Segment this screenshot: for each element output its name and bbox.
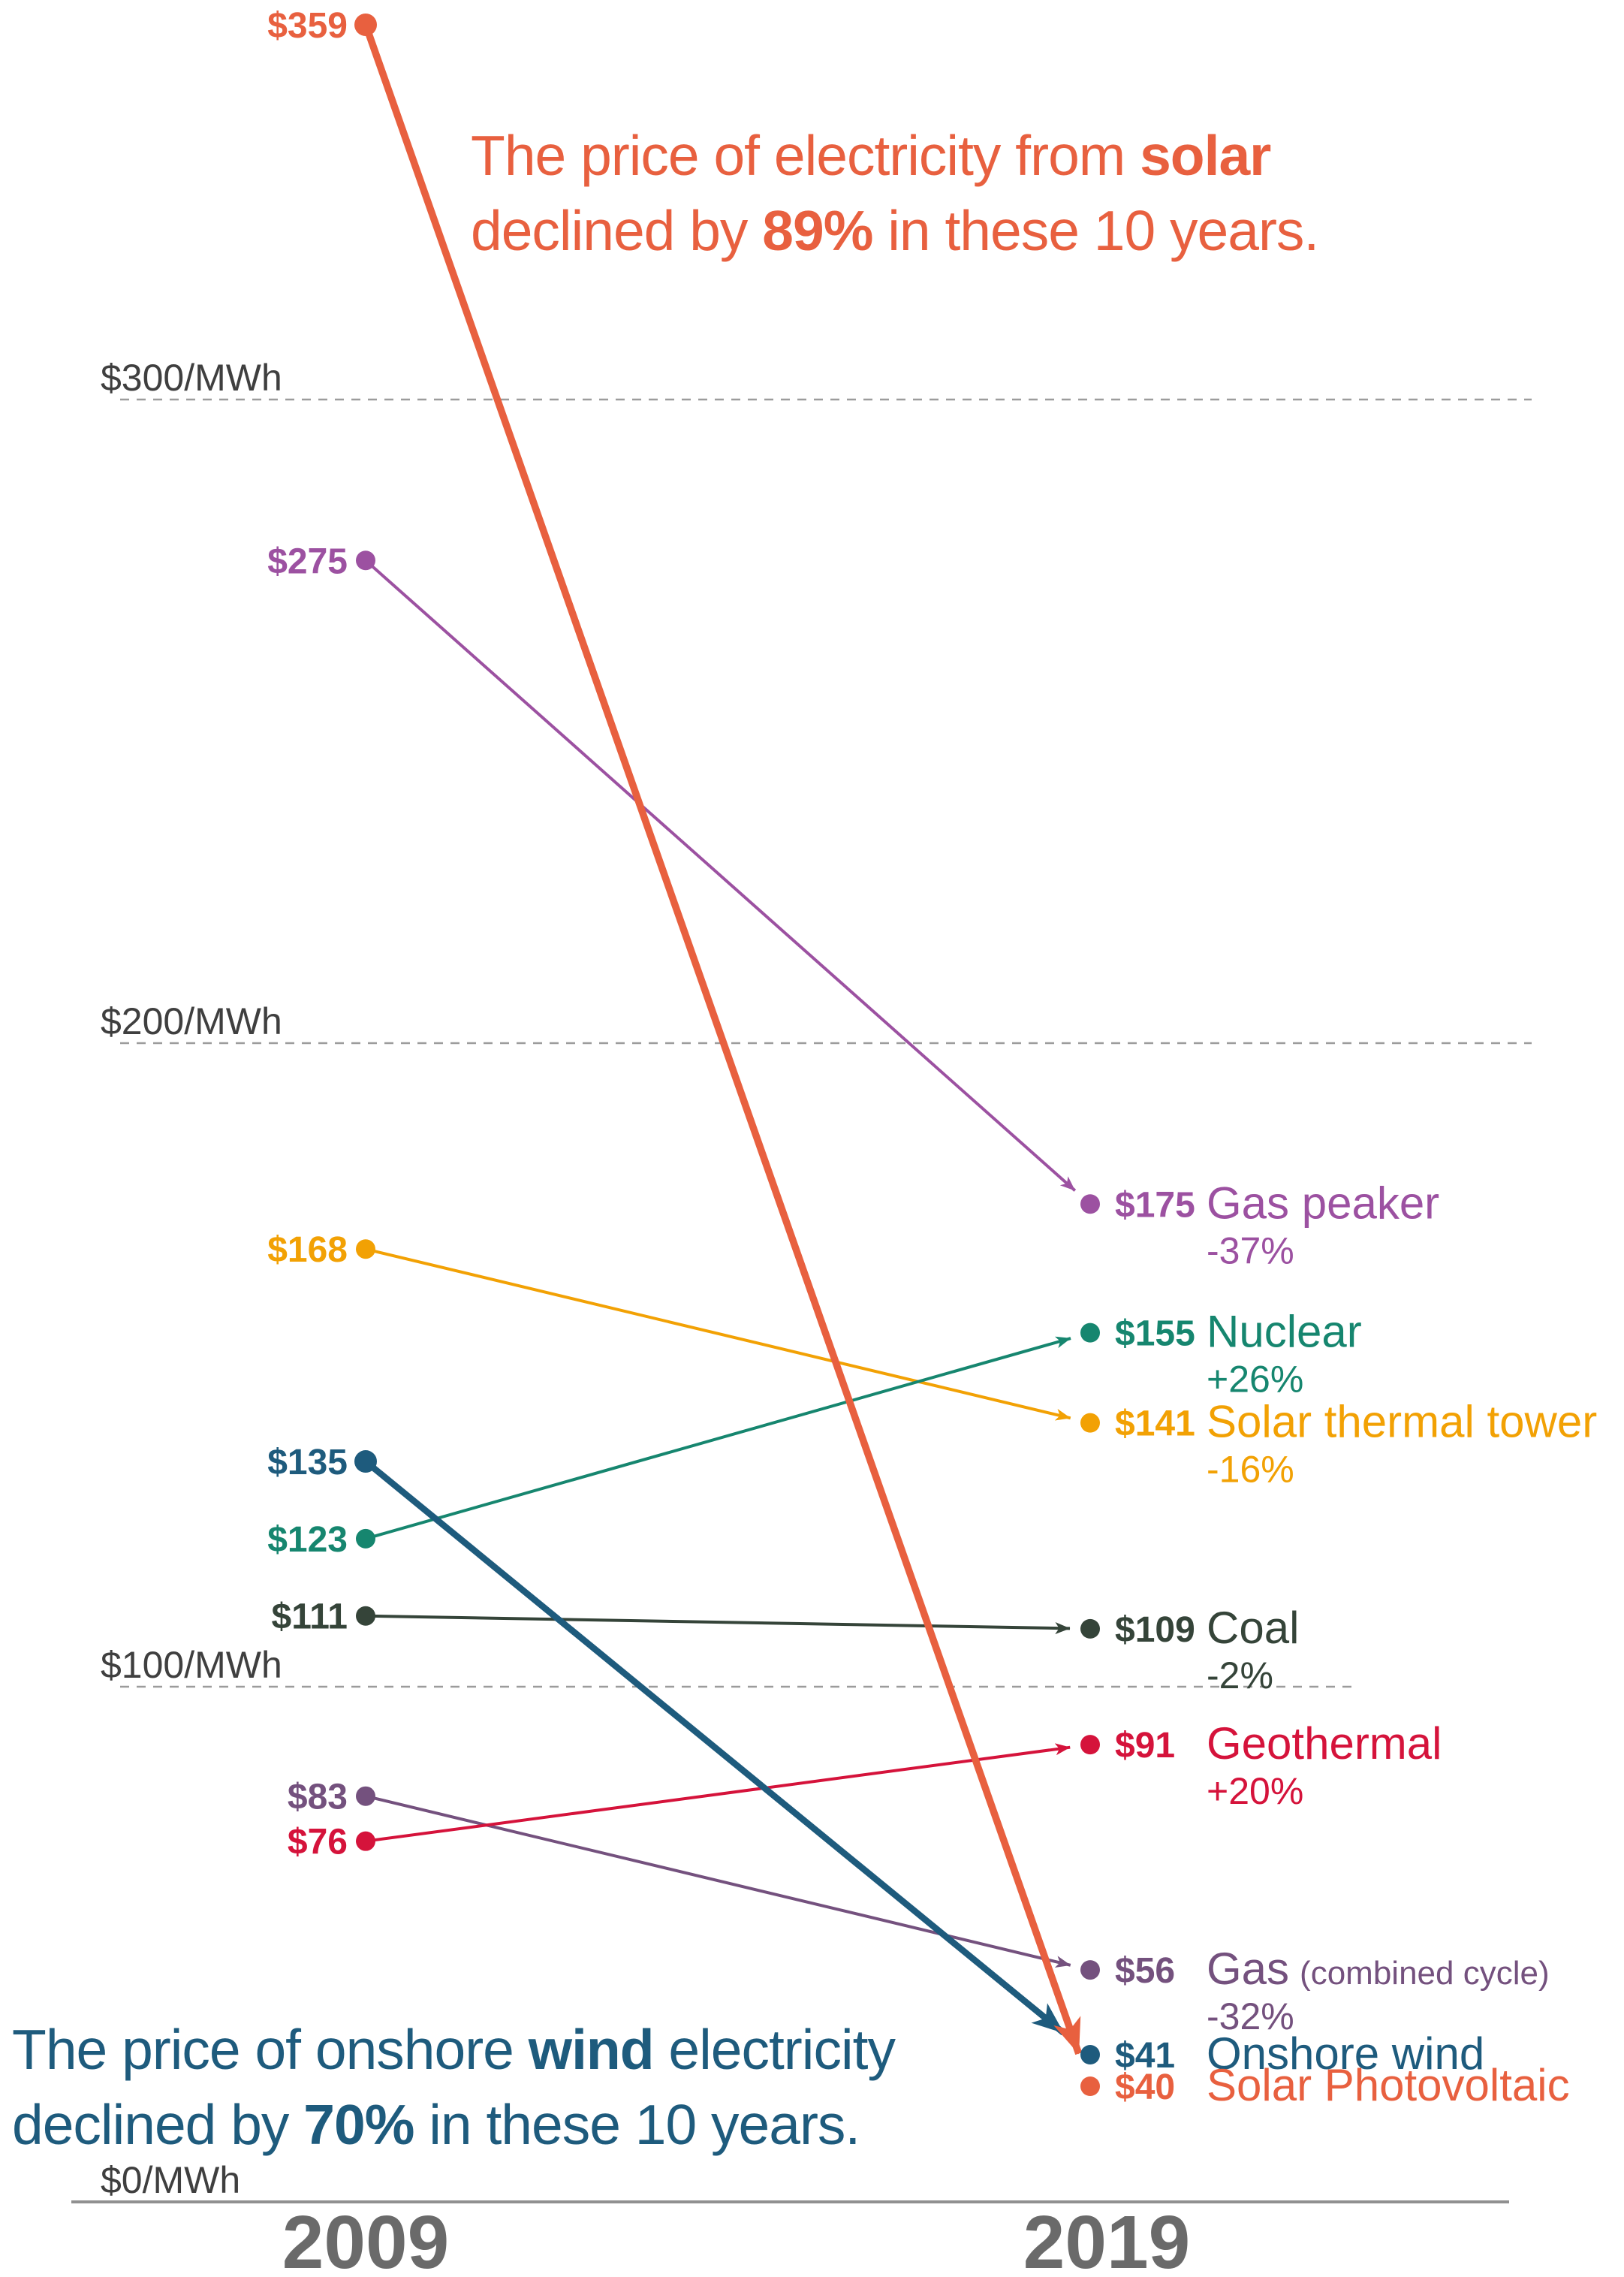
value-label-2019-solar-thermal-tower: $141 — [1115, 1404, 1195, 1444]
gridline-label-0: $0/MWh — [101, 2159, 240, 2201]
annotation-wind-line2: declined by 70% in these 10 years. — [12, 2092, 860, 2156]
series-line-onshore-wind — [363, 1458, 1066, 2036]
dot-2019-nuclear — [1080, 1322, 1100, 1343]
value-label-2009-onshore-wind: $135 — [267, 1443, 348, 1482]
series-name-solar-photovoltaic: Solar Photovoltaic — [1207, 2060, 1570, 2110]
dot-2019-solar-thermal-tower — [1080, 1413, 1100, 1433]
value-label-2019-nuclear: $155 — [1115, 1314, 1195, 1354]
annotation-solar-line2: declined by 89% in these 10 years. — [471, 198, 1319, 262]
dot-2019-solar-photovoltaic — [1080, 2076, 1100, 2096]
x-tick-2009: 2009 — [282, 2200, 449, 2277]
dot-2019-onshore-wind — [1080, 2045, 1100, 2064]
value-label-2009-gas-combined-cycle: $83 — [288, 1778, 348, 1817]
series-line-nuclear — [365, 1336, 1071, 1540]
value-label-2009-gas-peaker: $275 — [267, 541, 348, 581]
x-tick-2019: 2019 — [1023, 2200, 1190, 2277]
dot-2019-coal — [1080, 1618, 1100, 1639]
change-label-gas-combined-cycle: -32% — [1207, 1995, 1294, 2037]
value-label-2009-geothermal: $76 — [288, 1823, 348, 1862]
gridline-label-200: $200/MWh — [101, 1000, 282, 1042]
change-label-nuclear: +26% — [1207, 1359, 1303, 1401]
value-label-2019-gas-peaker: $175 — [1115, 1185, 1195, 1225]
value-label-2019-solar-photovoltaic: $40 — [1115, 2067, 1175, 2107]
value-label-2009-coal: $111 — [272, 1597, 348, 1637]
value-label-2019-onshore-wind: $41 — [1115, 2036, 1175, 2076]
series-name-coal: Coal — [1207, 1603, 1299, 1653]
annotation-solar: The price of electricity from solar decl… — [471, 119, 1447, 269]
dot-2009-coal — [356, 1606, 375, 1626]
gridline-label-100: $100/MWh — [101, 1644, 282, 1686]
value-label-2009-nuclear: $123 — [267, 1520, 348, 1560]
change-label-geothermal: +20% — [1207, 1770, 1303, 1812]
value-label-2019-coal: $109 — [1115, 1610, 1195, 1650]
value-label-2019-gas-combined-cycle: $56 — [1115, 1951, 1175, 1991]
value-label-2019-geothermal: $91 — [1115, 1726, 1175, 1766]
annotation-solar-line1: The price of electricity from solar — [471, 124, 1271, 187]
value-label-2009-solar-thermal-tower: $168 — [267, 1230, 348, 1270]
series-line-solar-photovoltaic — [362, 23, 1083, 2055]
annotation-wind: The price of onshore wind electricity de… — [12, 2013, 1063, 2163]
series-line-solar-thermal-tower — [365, 1247, 1071, 1421]
dot-2009-solar-photovoltaic — [354, 14, 377, 36]
annotation-wind-line1: The price of onshore wind electricity — [12, 2018, 896, 2081]
dot-2009-solar-thermal-tower — [356, 1239, 375, 1259]
series-line-gas-combined-cycle — [365, 1794, 1071, 1968]
dot-2009-geothermal — [356, 1831, 375, 1851]
series-name-nuclear: Nuclear — [1207, 1307, 1362, 1357]
dot-2009-gas-peaker — [356, 550, 375, 571]
change-label-solar-thermal-tower: -16% — [1207, 1449, 1294, 1491]
gridline-label-300: $300/MWh — [101, 357, 282, 399]
dot-2009-gas-combined-cycle — [356, 1786, 375, 1806]
dot-2019-geothermal — [1080, 1735, 1100, 1755]
series-name-gas-peaker: Gas peaker — [1207, 1178, 1439, 1228]
dot-2009-nuclear — [356, 1528, 375, 1549]
change-label-coal: -2% — [1207, 1654, 1273, 1696]
series-line-coal — [365, 1614, 1071, 1635]
series-name-onshore-wind: Onshore wind — [1207, 2028, 1484, 2079]
dot-2019-gas-peaker — [1080, 1194, 1100, 1214]
dot-2019-gas-combined-cycle — [1080, 1960, 1100, 1980]
series-name-solar-thermal-tower: Solar thermal tower — [1207, 1397, 1597, 1447]
change-label-gas-peaker: -37% — [1207, 1229, 1294, 1271]
series-name-geothermal: Geothermal — [1207, 1718, 1442, 1769]
value-label-2009-solar-photovoltaic: $359 — [267, 6, 348, 46]
series-line-gas-peaker — [364, 559, 1077, 1192]
dot-2009-onshore-wind — [354, 1450, 377, 1473]
series-name-gas-combined-cycle: Gas (combined cycle) — [1207, 1944, 1550, 1994]
series-line-geothermal — [365, 1743, 1071, 1843]
